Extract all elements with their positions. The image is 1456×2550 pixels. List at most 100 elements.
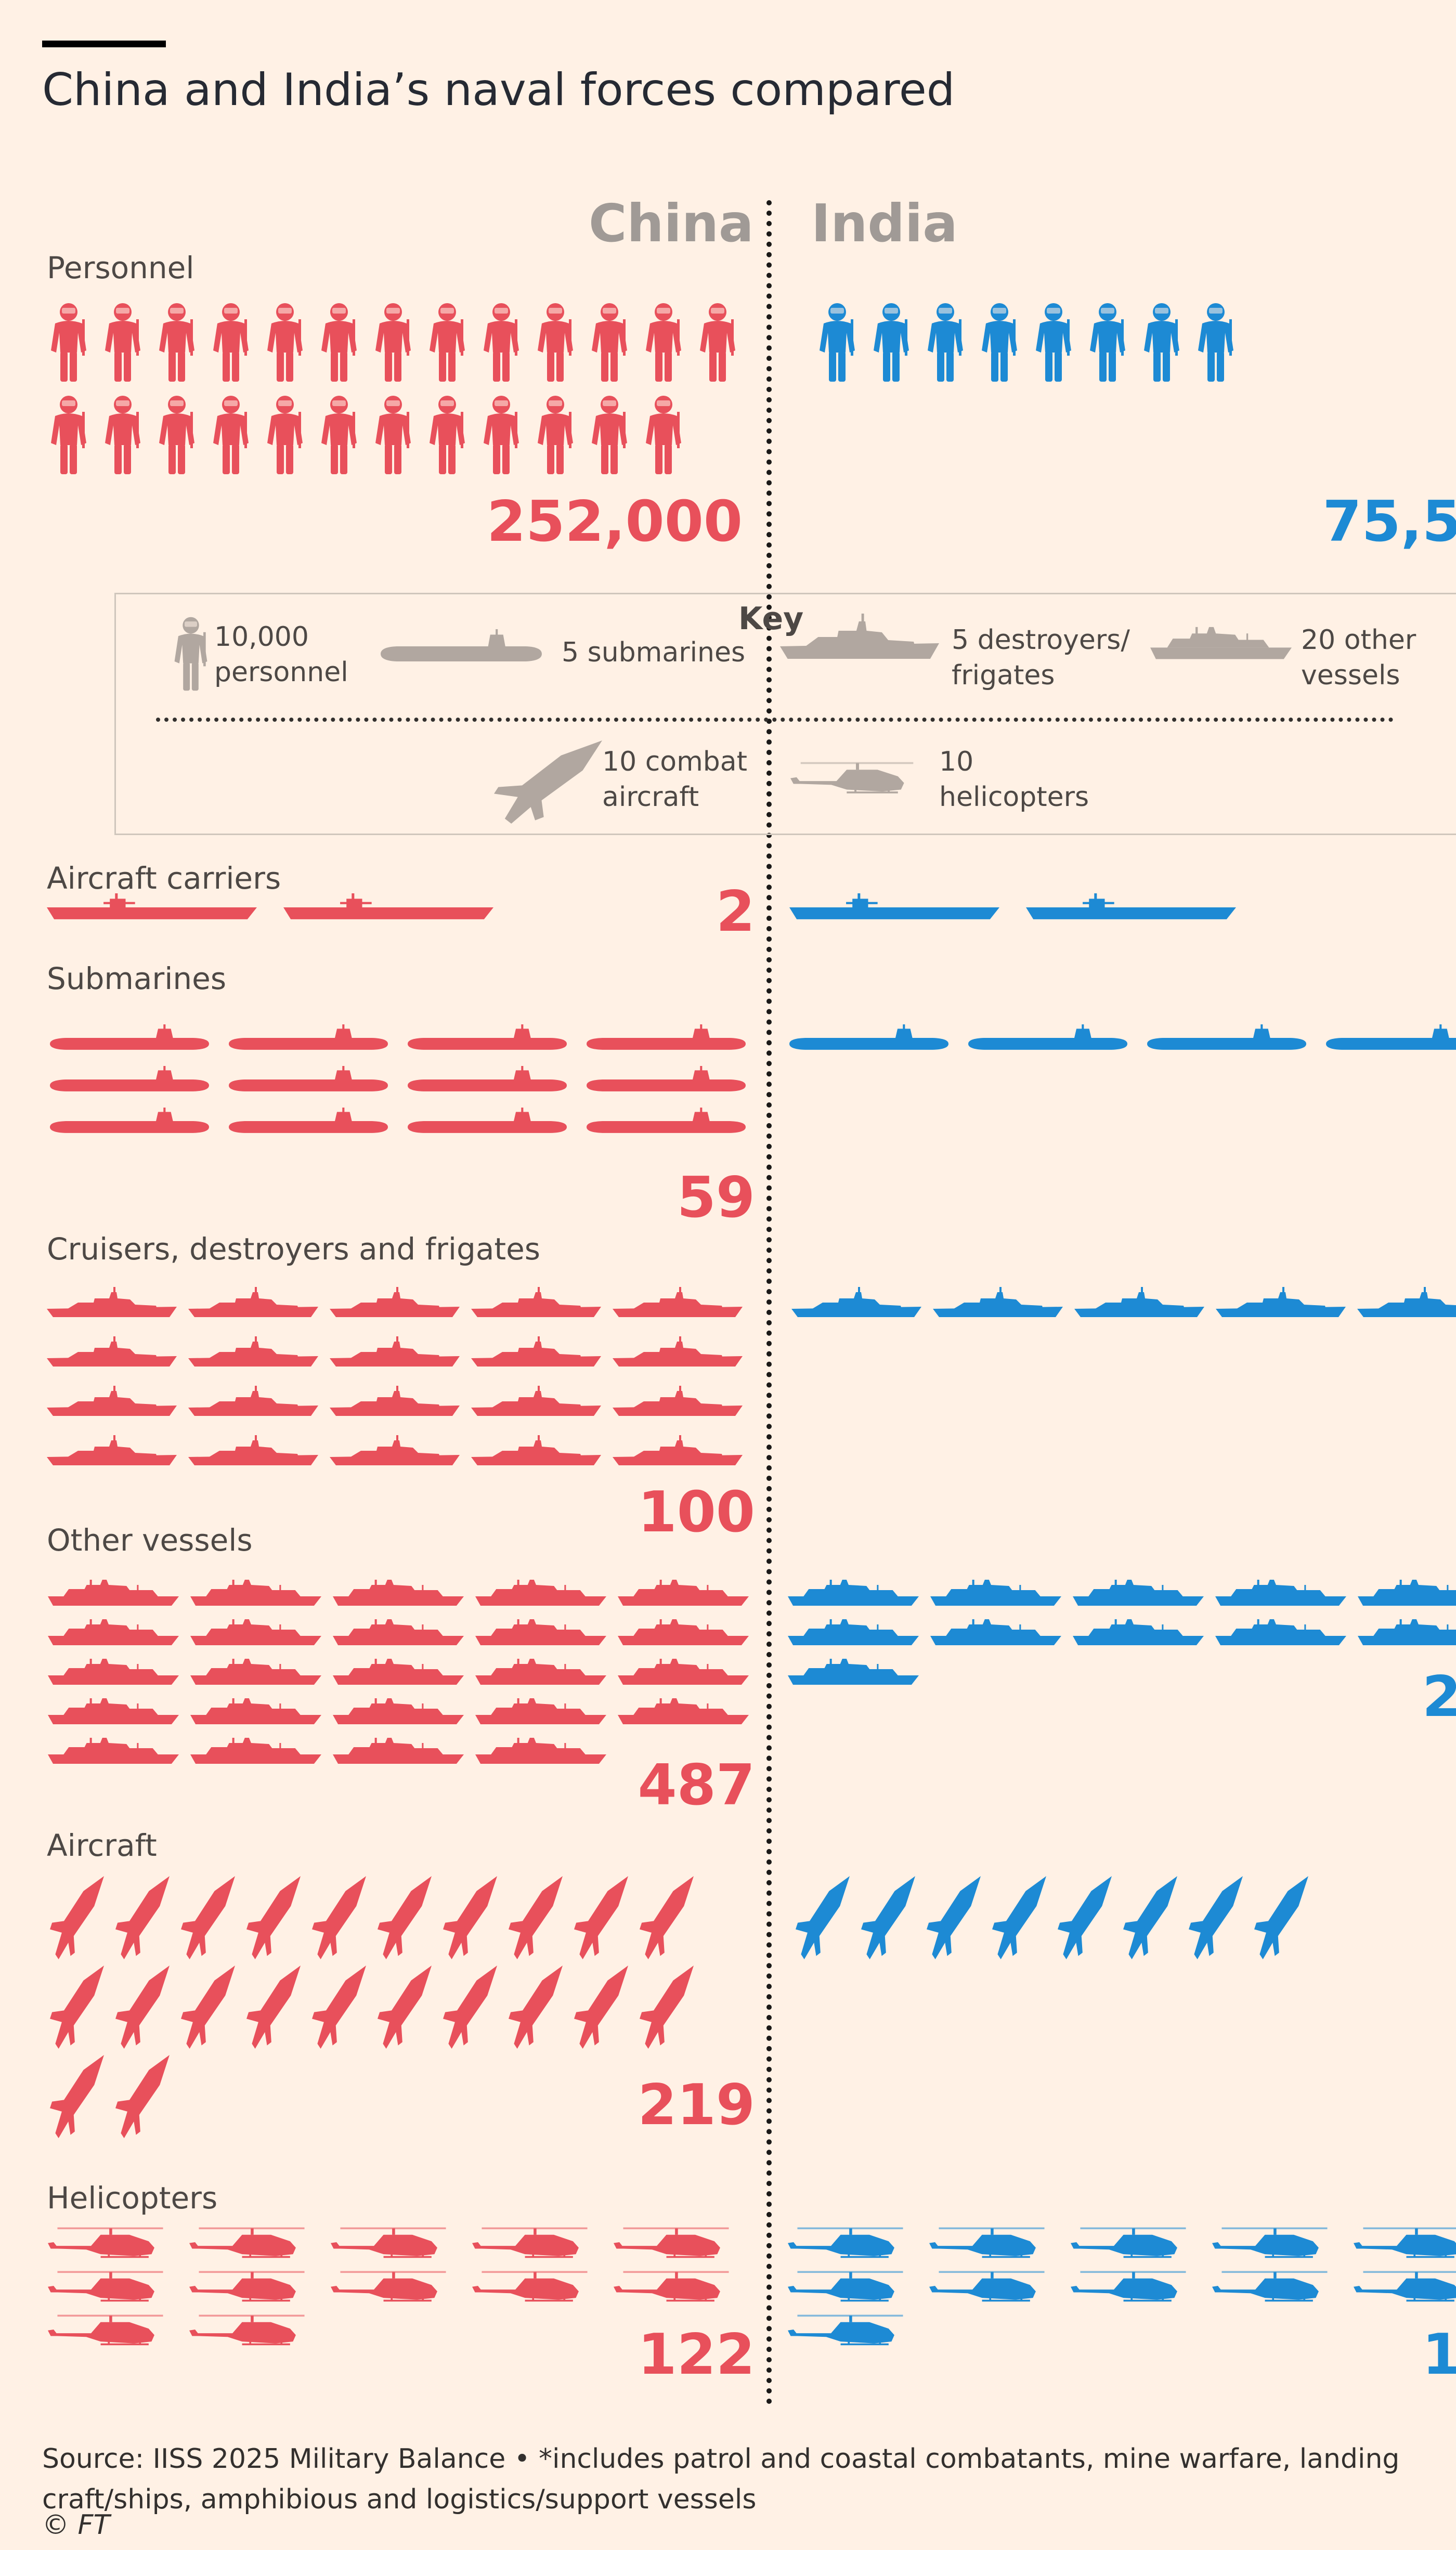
india-helicopter-icon-10: [1354, 2271, 1456, 2302]
china-personnel-icon-8: [430, 303, 465, 382]
key-label-personnel: 10,000 personnel: [214, 620, 348, 690]
india-destroyer-icon-5: [1357, 1287, 1456, 1317]
china-personnel-icon-2: [105, 303, 140, 382]
key-box: [114, 593, 1456, 835]
india-other-vessel-icon-9: [1215, 1619, 1346, 1645]
india-aircraft-icon-8: [1254, 1876, 1308, 1959]
india-submarine-icon-3: [1147, 1024, 1306, 1050]
china-aircraft-icon-5: [312, 1876, 366, 1959]
china-destroyer-icon-6: [47, 1336, 177, 1367]
china-aircraft-icon-2: [115, 1876, 170, 1959]
china-aircraft-icon-1: [50, 1876, 104, 1959]
china-destroyer-icon-13: [330, 1386, 460, 1416]
china-personnel-icon-1: [51, 303, 86, 382]
total-china-carriers: 2: [716, 879, 755, 944]
china-destroyer-icon-8: [330, 1336, 460, 1367]
china-other-vessel-icon-10: [618, 1619, 749, 1645]
india-other-vessel-icon-7: [930, 1619, 1061, 1645]
china-other-vessel-icon-13: [333, 1659, 464, 1685]
country-header-india: India: [811, 193, 958, 254]
india-submarine-icon-clip-4: [1326, 1024, 1456, 1051]
china-personnel-icon-24: [592, 396, 627, 474]
china-other-vessel-icon-15: [618, 1659, 749, 1685]
india-destroyer-icon-1: [791, 1287, 921, 1317]
china-destroyer-icon-1: [47, 1287, 177, 1317]
china-other-vessel-icon-19: [475, 1698, 606, 1724]
india-aircraft-icon-1: [796, 1876, 850, 1959]
china-personnel-icon-11: [592, 303, 627, 382]
key-label-personnel-line2: personnel: [214, 656, 348, 688]
china-personnel-icon-15: [105, 396, 140, 474]
china-personnel-icon-18: [267, 396, 303, 474]
key-label-helicopters-line1: 10: [939, 746, 974, 777]
china-aircraft-icon-8: [509, 1876, 563, 1959]
china-aircraft-icon-17: [443, 1966, 497, 2049]
india-helicopter-icon-7: [929, 2271, 1045, 2302]
china-aircraft-icon-4: [246, 1876, 301, 1959]
key-title: Key: [738, 601, 804, 637]
india-destroyer-icon-3: [1074, 1287, 1204, 1317]
china-other-vessel-icon-21: [48, 1738, 179, 1764]
china-aircraft-icon-3: [181, 1876, 235, 1959]
india-personnel-icon-3: [928, 303, 963, 382]
key-label-helicopters: 10 helicopters: [939, 745, 1089, 815]
china-destroyer-icon-18: [330, 1435, 460, 1465]
india-other-vessel-icon-1: [788, 1580, 919, 1606]
key-label-submarines: 5 submarines: [562, 635, 745, 671]
china-submarine-icon-9: [50, 1108, 209, 1133]
china-personnel-icon-5: [267, 303, 303, 382]
india-personnel-icon-1: [820, 303, 855, 382]
section-label-personnel: Personnel: [47, 250, 194, 285]
key-label-destroyers: 5 destroyers/frigates: [952, 623, 1130, 693]
india-other-vessel-icon-2: [930, 1580, 1061, 1606]
china-helicopter-icon-4: [472, 2227, 588, 2258]
china-personnel-icon-25: [646, 396, 681, 474]
china-aircraft-icon-12: [115, 1966, 170, 2049]
china-other-vessel-icon-5: [618, 1580, 749, 1606]
key-label-aircraft: 10 combat aircraft: [602, 745, 747, 815]
china-submarine-icon-1: [50, 1024, 209, 1050]
india-submarine-icon-1: [789, 1024, 948, 1050]
china-destroyer-icon-3: [330, 1287, 460, 1317]
key-submarine-icon: [381, 629, 542, 662]
india-helicopter-icon-6: [788, 2271, 903, 2302]
key-combat-aircraft-icon: [494, 740, 602, 824]
china-other-vessel-icon-23: [333, 1738, 464, 1764]
total-china-personnel: 252,000: [487, 489, 743, 554]
china-helicopter-icon-3: [331, 2227, 446, 2258]
china-aircraft-icon-18: [509, 1966, 563, 2049]
china-other-vessel-icon-22: [190, 1738, 321, 1764]
china-destroyer-icon-7: [188, 1336, 318, 1367]
china-other-vessel-icon-12: [190, 1659, 321, 1685]
total-china-destroyers: 100: [638, 1480, 755, 1545]
key-label-aircraft-line1: 10 combat: [602, 746, 748, 777]
china-carrier-icon-1: [47, 893, 257, 919]
china-other-vessel-icon-2: [190, 1580, 321, 1606]
india-helicopter-icon-4: [1212, 2227, 1328, 2258]
india-aircraft-icon-2: [861, 1876, 915, 1959]
china-other-vessel-icon-1: [48, 1580, 179, 1606]
china-aircraft-icon-9: [574, 1876, 628, 1959]
china-other-vessel-icon-24: [475, 1738, 606, 1764]
total-india-helicopters: 1: [1422, 2322, 1456, 2387]
india-other-vessel-icon-3: [1073, 1580, 1204, 1606]
total-china-aircraft: 219: [638, 2073, 755, 2138]
china-submarine-icon-10: [229, 1108, 388, 1133]
india-personnel-icon-6: [1090, 303, 1125, 382]
india-aircraft-icon-4: [992, 1876, 1046, 1959]
china-personnel-icon-20: [375, 396, 411, 474]
india-helicopter-icon-1: [788, 2227, 903, 2258]
china-destroyer-icon-17: [188, 1435, 318, 1465]
key-label-destroyers-line2: frigates: [952, 659, 1055, 691]
india-destroyer-icon-2: [933, 1287, 1063, 1317]
key-label-other-vessels-line1: 20 other: [1301, 625, 1416, 656]
chart-title: China and India’s naval forces compared: [42, 64, 955, 116]
section-label-carriers: Aircraft carriers: [47, 861, 281, 896]
china-submarine-icon-6: [229, 1066, 388, 1091]
china-aircraft-icon-16: [378, 1966, 432, 2049]
china-personnel-icon-19: [321, 396, 357, 474]
china-other-vessel-icon-3: [333, 1580, 464, 1606]
china-other-vessel-icon-9: [475, 1619, 606, 1645]
total-china-other-vessels: 487: [638, 1753, 755, 1818]
china-personnel-icon-22: [484, 396, 519, 474]
